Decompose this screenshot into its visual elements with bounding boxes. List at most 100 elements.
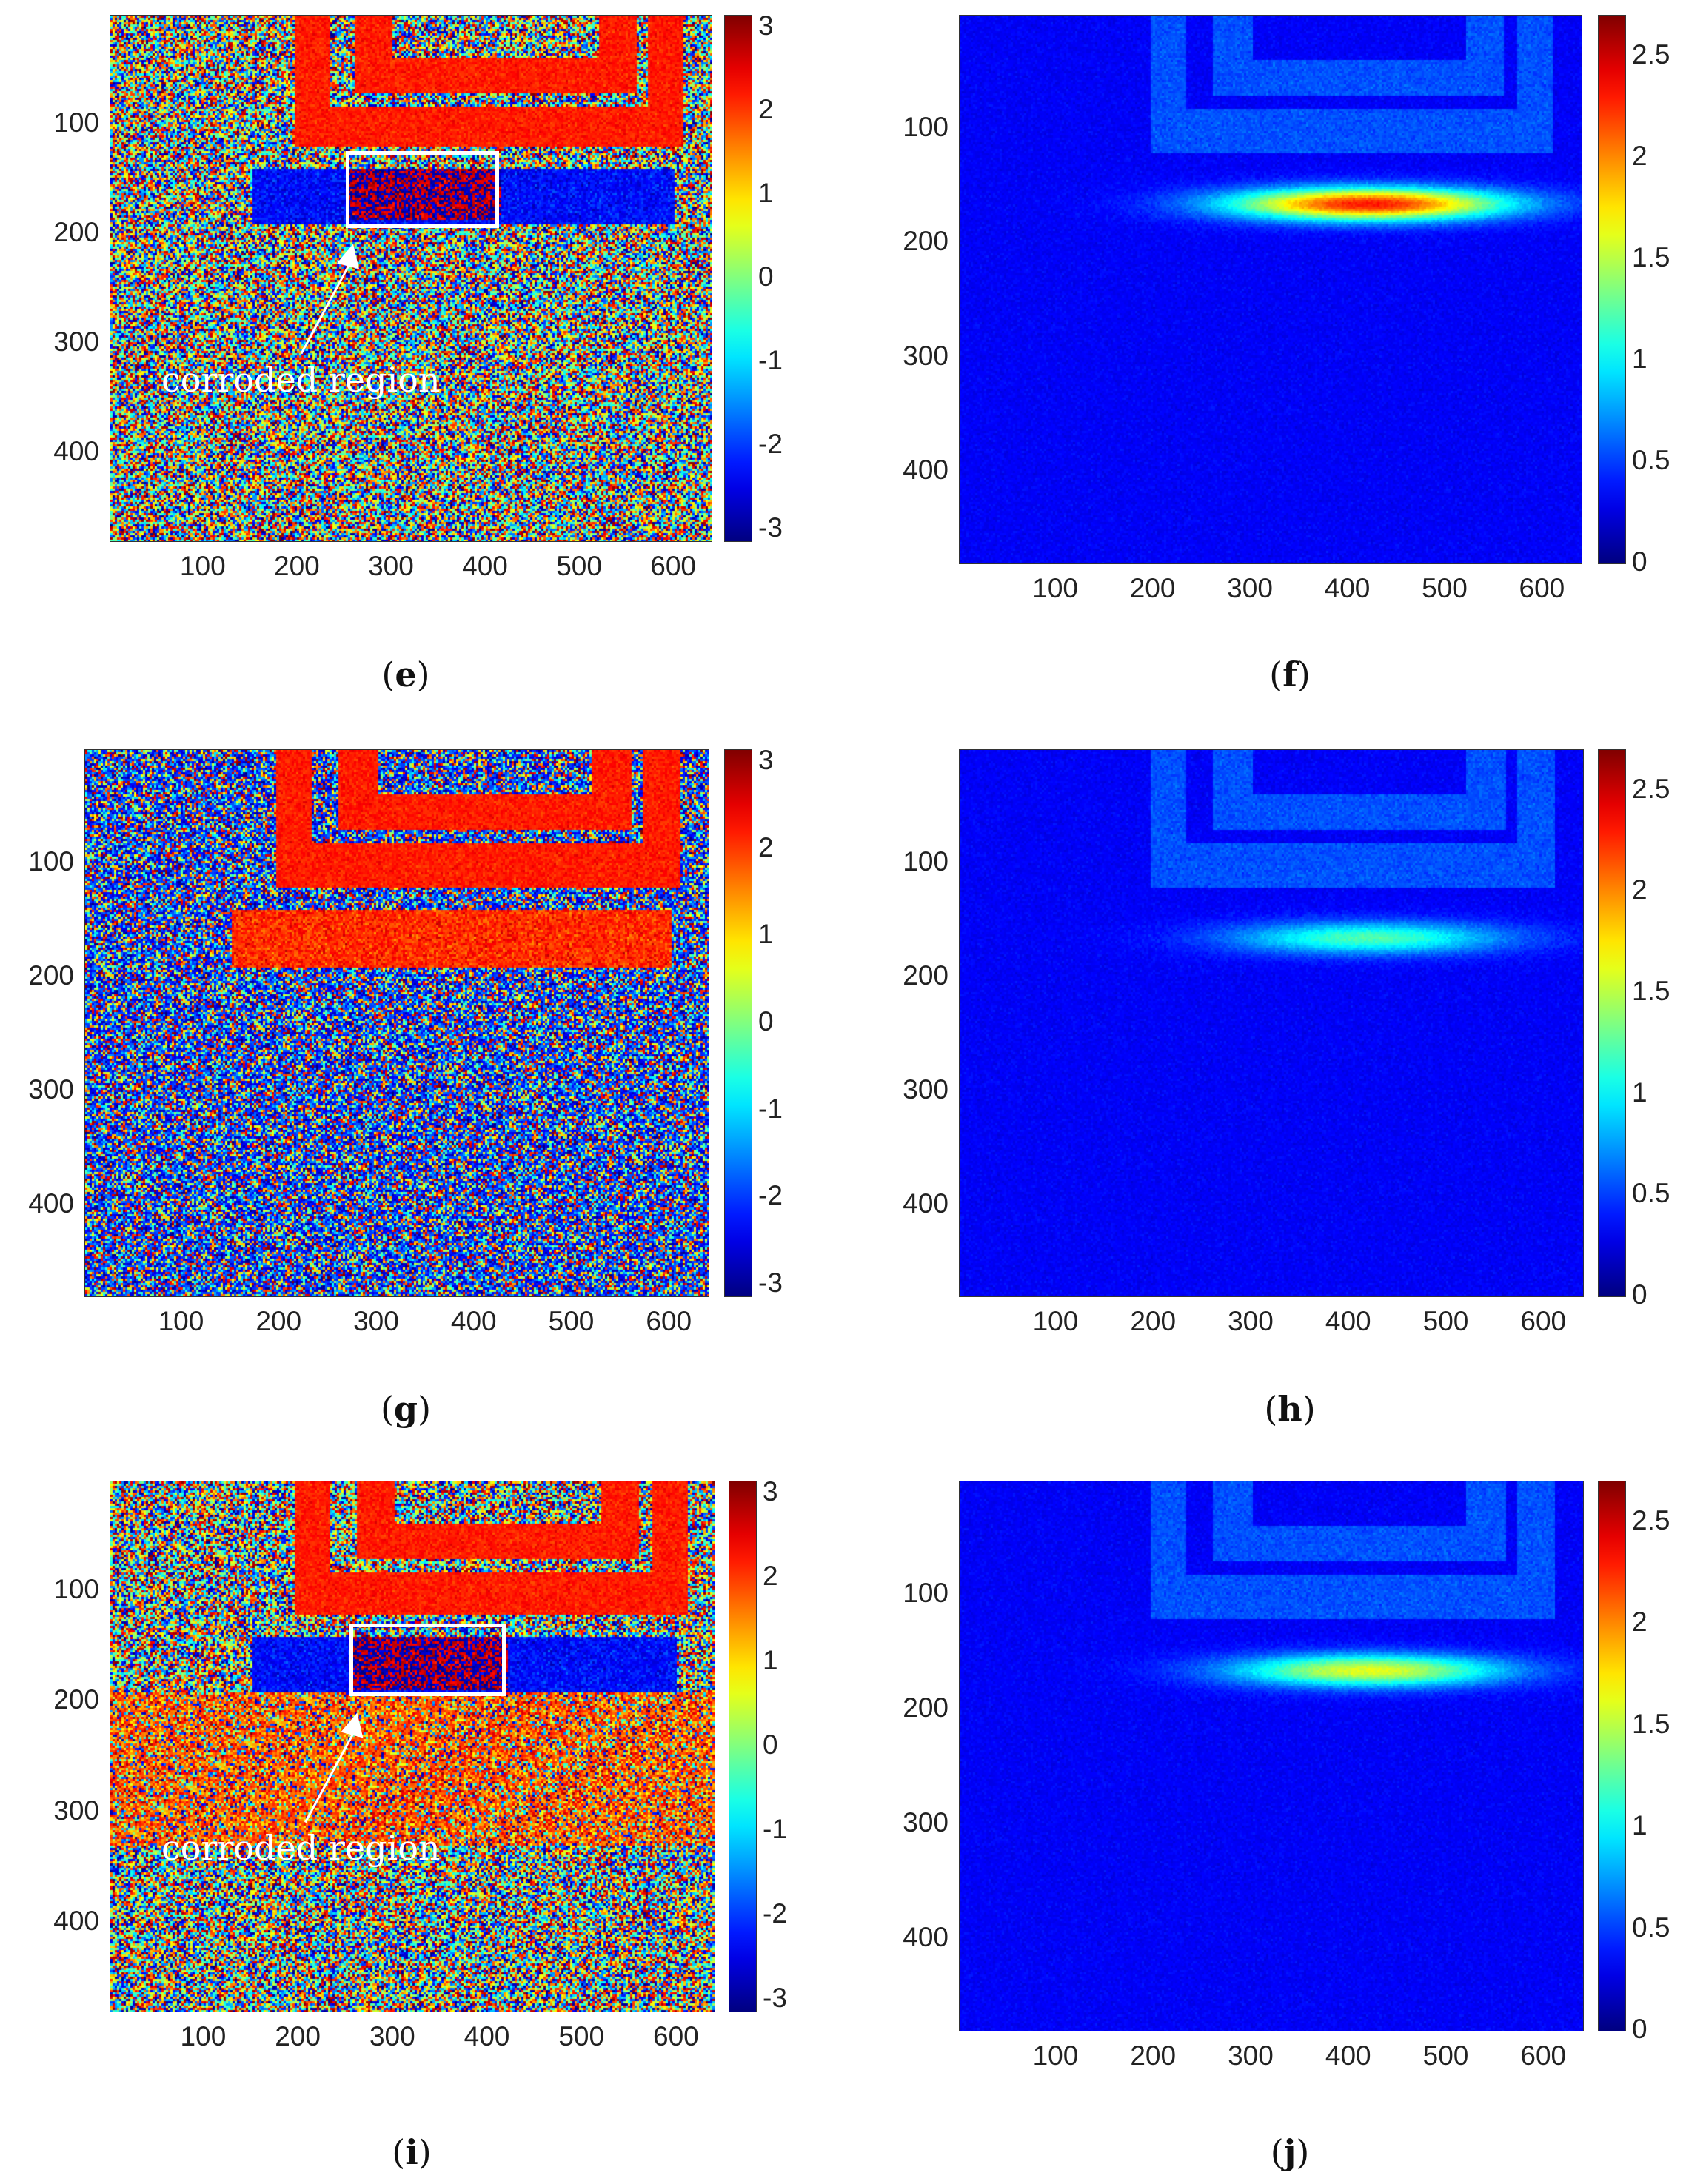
y-tick-label: 300 (903, 1073, 949, 1105)
colorbar-tick-label: 2 (1632, 1607, 1648, 1638)
x-tick-label: 500 (556, 551, 602, 581)
x-tick-label: 200 (1130, 1306, 1177, 1336)
colorbar-e (724, 15, 752, 542)
x-tick-label: 400 (464, 2021, 510, 2051)
caption-paren-close: ) (1296, 2132, 1310, 2172)
colorbar-tick-label: 0.5 (1632, 444, 1670, 475)
y-tick-label: 400 (903, 455, 949, 486)
colorbar-tick-label: 1 (758, 919, 774, 950)
caption-letter: h (1277, 1389, 1302, 1429)
y-tick-label: 200 (903, 226, 949, 257)
corroded-region-box (349, 1623, 506, 1697)
x-tick-label: 600 (650, 551, 697, 581)
x-tick-label: 200 (1130, 2040, 1177, 2071)
colorbar-tick-label: 2 (1632, 140, 1648, 171)
caption-paren-close: ) (418, 2132, 432, 2172)
caption-letter: j (1283, 2132, 1297, 2172)
annotation-arrow (300, 244, 359, 355)
colorbar-tick-label: 0 (1632, 2014, 1648, 2044)
x-tick-label: 100 (180, 2021, 227, 2051)
caption-paren-open: ( (380, 1389, 394, 1429)
colorbar-tick-label: 2.5 (1632, 38, 1670, 70)
caption-letter: g (393, 1389, 418, 1429)
caption-letter: i (405, 2132, 418, 2172)
x-tick-label: 300 (353, 1306, 399, 1336)
colorbar-tick-label: 2.5 (1632, 1504, 1670, 1535)
annotation-text: corroded region (161, 1828, 441, 1869)
colorbar-tick-label: -2 (763, 1898, 787, 1929)
caption-paren-open: ( (1269, 654, 1283, 694)
caption-paren-close: ) (1297, 654, 1311, 694)
colorbar-tick-label: -3 (763, 1983, 787, 2014)
heatmap-image (960, 1481, 1583, 2031)
colorbar-tick-label: 1.5 (1632, 241, 1670, 272)
heatmap-g (84, 749, 709, 1297)
colorbar-f (1598, 15, 1626, 564)
colorbar-tick-label: 2 (758, 831, 774, 862)
caption-paren-close: ) (1302, 1389, 1316, 1429)
x-tick-label: 500 (1422, 573, 1468, 603)
caption-paren-open: ( (1270, 2132, 1284, 2172)
colorbar-tick-label: 0 (763, 1729, 778, 1760)
annotation-text: corroded region (161, 359, 441, 400)
y-tick-label: 100 (28, 845, 74, 877)
x-tick-label: 300 (368, 551, 414, 581)
y-tick-label: 300 (903, 1807, 949, 1838)
colorbar-tick-label: 1 (1632, 1810, 1648, 1841)
heatmap-image (960, 750, 1583, 1296)
y-tick-label: 200 (53, 216, 99, 247)
colorbar-tick-label: 0 (1632, 1279, 1648, 1310)
colorbar-tick-label: 2 (763, 1560, 778, 1591)
colorbar-tick-label: -2 (758, 1180, 783, 1211)
x-tick-label: 200 (274, 551, 320, 581)
x-tick-label: 100 (1032, 573, 1078, 603)
heatmap-image (85, 750, 709, 1296)
arrow-head (341, 1712, 364, 1738)
colorbar-h (1598, 749, 1626, 1297)
arrow-shaft (304, 1725, 358, 1823)
panel-caption: (j) (1216, 2132, 1364, 2172)
x-tick-label: 400 (1325, 2040, 1371, 2071)
colorbar-tick-label: 2 (1632, 874, 1648, 905)
colorbar-tick-label: 1.5 (1632, 976, 1670, 1006)
caption-letter: e (395, 654, 417, 694)
x-tick-label: 200 (255, 1306, 302, 1336)
colorbar-tick-label: 0 (1632, 546, 1648, 577)
x-tick-label: 100 (179, 551, 226, 581)
x-tick-label: 400 (462, 551, 508, 581)
panel-caption: (f) (1216, 654, 1364, 694)
heatmap-image (110, 1481, 715, 2012)
y-tick-label: 300 (53, 1795, 99, 1826)
x-tick-label: 600 (1520, 1306, 1567, 1336)
y-tick-label: 100 (903, 111, 949, 142)
y-tick-label: 200 (53, 1684, 99, 1715)
colorbar-tick-label: 1 (758, 177, 774, 208)
x-tick-label: 300 (1228, 2040, 1274, 2071)
caption-paren-close: ) (416, 654, 430, 694)
panel-caption: (g) (332, 1389, 480, 1429)
arrow-shaft (300, 256, 355, 355)
y-tick-label: 300 (903, 340, 949, 371)
colorbar-tick-label: 1 (1632, 343, 1648, 374)
x-tick-label: 600 (653, 2021, 699, 2051)
x-tick-label: 600 (646, 1306, 692, 1336)
y-tick-label: 100 (903, 845, 949, 877)
colorbar-i (729, 1481, 757, 2012)
caption-paren-open: ( (1264, 1389, 1278, 1429)
colorbar-j (1598, 1481, 1626, 2031)
caption-paren-open: ( (392, 2132, 406, 2172)
y-tick-label: 200 (28, 959, 74, 991)
x-tick-label: 200 (275, 2021, 321, 2051)
caption-paren-open: ( (381, 654, 395, 694)
panel-caption: (i) (338, 2132, 486, 2172)
colorbar-tick-label: 2 (758, 93, 774, 124)
colorbar-tick-label: 0 (758, 261, 774, 292)
colorbar-tick-label: 0 (758, 1006, 774, 1036)
arrow-head (336, 244, 359, 269)
y-tick-label: 400 (903, 1922, 949, 1953)
colorbar-tick-label: -1 (763, 1814, 787, 1844)
x-tick-label: 100 (1032, 2040, 1079, 2071)
corroded-region-box (345, 150, 500, 228)
colorbar-tick-label: 2.5 (1632, 773, 1670, 804)
y-tick-label: 100 (53, 107, 99, 138)
